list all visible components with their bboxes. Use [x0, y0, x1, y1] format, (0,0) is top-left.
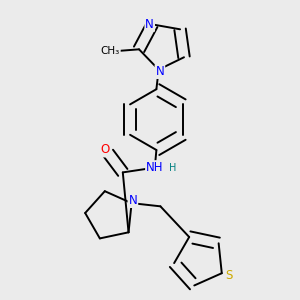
- Text: S: S: [225, 269, 232, 282]
- Text: O: O: [100, 143, 109, 157]
- Text: H: H: [169, 163, 176, 172]
- Text: N: N: [128, 194, 137, 207]
- Text: N: N: [155, 65, 164, 78]
- Text: NH: NH: [146, 161, 164, 174]
- Text: CH₃: CH₃: [100, 46, 120, 56]
- Text: N: N: [145, 18, 154, 31]
